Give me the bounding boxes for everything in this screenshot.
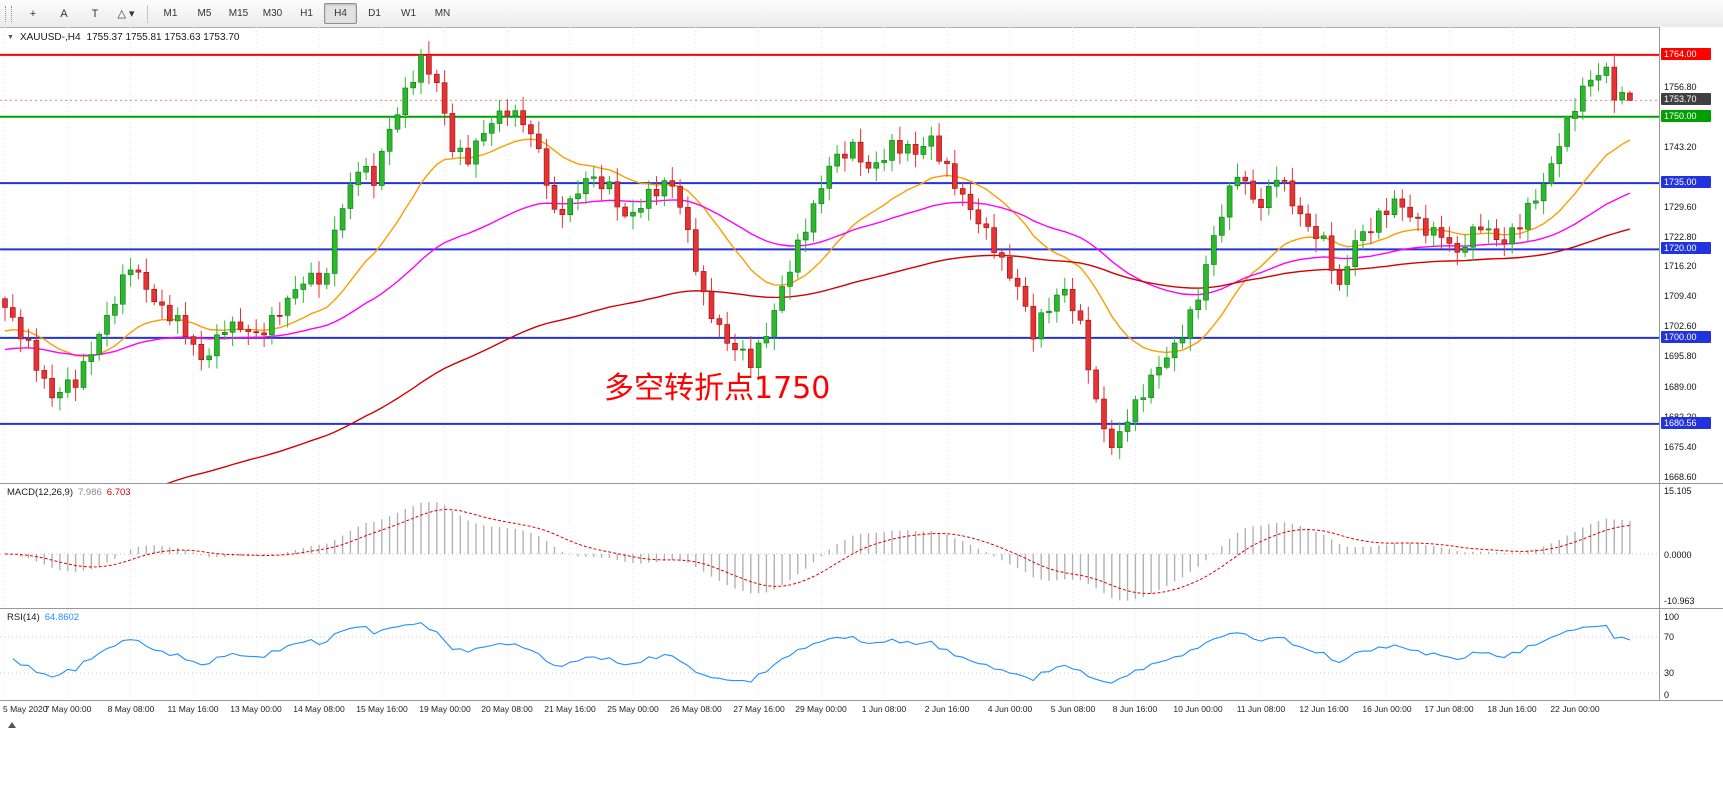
time-axis-label: 22 Jun 00:00 [1550,704,1600,714]
rsi-scale-axis[interactable]: 100 70 30 0 [1659,609,1723,700]
time-axis-label: 8 Jun 16:00 [1112,704,1158,714]
timeframe-button-w1[interactable]: W1 [401,8,416,19]
rsi-scale-100: 100 [1664,612,1680,622]
price-tick-label: 1729.60 [1664,202,1697,212]
price-axis[interactable]: 1756.80 1743.20 1729.60 1722.80 1716.20 1709.… [1659,27,1723,483]
macd-scale-axis[interactable]: 15.105 0.0000 -10.963 [1659,484,1723,608]
time-axis-label: 26 May 08:00 [670,704,722,714]
time-axis-label: 10 Jun 00:00 [1173,704,1223,714]
time-axis-label: 11 May 16:00 [167,704,219,714]
time-axis-label: 7 May 00:00 [44,704,92,714]
time-axis-label: 5 Jun 08:00 [1050,704,1096,714]
time-axis-label: 8 May 08:00 [107,704,155,714]
time-axis-label: 27 May 16:00 [733,704,785,714]
time-axis-label: 19 May 00:00 [419,704,471,714]
price-level-badge: 1680.56 [1661,417,1711,429]
macd-histogram-chart[interactable] [0,484,1659,608]
macd-scale-min: -10.963 [1664,596,1695,606]
time-axis-label: 12 Jun 16:00 [1299,704,1349,714]
rsi-scale-70: 70 [1664,632,1675,642]
time-axis-label: 18 Jun 16:00 [1487,704,1537,714]
price-tick-label: 1716.20 [1664,261,1697,271]
crosshair-tool-button[interactable]: + [29,7,37,20]
scroll-marker-icon [8,722,16,728]
time-axis-label: 1 Jun 08:00 [861,704,907,714]
text-label-tool-button[interactable]: A [60,7,68,20]
timeframe-button-d1[interactable]: D1 [368,8,381,19]
macd-scale-zero: 0.0000 [1664,550,1692,560]
time-axis-label: 13 May 00:00 [230,704,282,714]
macd-label: MACD(12,26,9) 7.986 6.703 [7,487,131,498]
chart-ohlc-values: 1755.37 1755.81 1753.63 1753.70 [86,32,240,43]
price-tick-label: 1709.40 [1664,291,1697,301]
main-chart-panel[interactable]: ▼ XAUUSD-,H4 1755.37 1755.81 1753.63 175… [0,27,1659,483]
timeframe-button-mn[interactable]: MN [434,8,451,19]
time-axis-label: 29 May 00:00 [795,704,847,714]
macd-name: MACD(12,26,9) [7,487,73,498]
price-level-badge: 1750.00 [1661,110,1711,122]
macd-value-main: 7.986 [78,487,102,498]
panel-separator[interactable] [0,608,1723,609]
price-tick-label: 1743.20 [1664,142,1697,152]
rsi-value: 64.8602 [44,612,80,623]
timeframe-button-m15[interactable]: M15 [228,8,249,19]
chart-annotation-text: 多空转折点1750 [604,371,831,406]
shapes-tool-button[interactable]: △ ▾ [117,8,135,20]
rsi-scale-0: 0 [1664,690,1670,700]
rsi-line-chart[interactable] [0,609,1659,700]
time-axis-label: 17 Jun 08:00 [1424,704,1474,714]
timeframe-button-group: M1 M5 M15 M30 H1 H4 D1 W1 MN [154,3,459,24]
time-axis-separator [0,700,1723,701]
rsi-label: RSI(14) 64.8602 [7,612,79,623]
time-axis-label: 15 May 16:00 [356,704,408,714]
price-tick-label: 1702.60 [1664,321,1697,331]
time-axis-label: 11 Jun 08:00 [1236,704,1286,714]
time-axis-label: 5 May 2020 [3,704,48,714]
price-tick-label: 1695.80 [1664,351,1697,361]
timeframe-button-m1[interactable]: M1 [163,8,178,19]
price-level-badge: 1720.00 [1661,242,1711,254]
price-tick-label: 1756.80 [1664,82,1697,92]
toolbar-tools-group: + A T △ ▾ [18,3,141,25]
chart-symbol-icon: ▼ [7,34,14,41]
panel-separator[interactable] [0,483,1723,484]
price-level-badge: 1764.00 [1661,48,1711,60]
time-axis-label: 16 Jun 00:00 [1362,704,1412,714]
toolbar-separator [147,4,148,23]
rsi-name: RSI(14) [7,612,40,623]
time-axis-label: 14 May 08:00 [293,704,345,714]
timeframe-button-m5[interactable]: M5 [197,8,212,19]
rsi-panel[interactable]: RSI(14) 64.8602 [0,609,1659,700]
timeframe-button-h1[interactable]: H1 [300,8,313,19]
toolbar: + A T △ ▾ M1 M5 M15 M30 H1 H4 D1 W1 MN [0,0,1723,28]
chart-title: ▼ XAUUSD-,H4 1755.37 1755.81 1753.63 175… [7,32,239,43]
time-axis-label: 2 Jun 16:00 [924,704,970,714]
macd-scale-max: 15.105 [1664,486,1692,496]
time-axis-label: 25 May 00:00 [607,704,659,714]
time-axis-label: 21 May 16:00 [544,704,596,714]
price-label-tool-button[interactable]: T [91,7,99,20]
price-tick-label: 1722.80 [1664,232,1697,242]
current-price-badge: 1753.70 [1661,93,1711,105]
candlestick-chart[interactable] [0,27,1659,483]
chart-symbol-label: XAUUSD-,H4 [19,32,81,43]
price-tick-label: 1675.40 [1664,442,1697,452]
macd-value-signal: 6.703 [106,487,131,498]
time-axis-label: 20 May 08:00 [481,704,533,714]
price-tick-label: 1689.00 [1664,382,1697,392]
price-tick-label: 1668.60 [1664,472,1697,482]
time-axis[interactable]: 5 May 2020 7 May 00:00 8 May 08:00 11 May 1… [0,701,1723,718]
price-level-badge: 1735.00 [1661,176,1711,188]
rsi-scale-30: 30 [1664,668,1675,678]
timeframe-button-m30[interactable]: M30 [262,8,283,19]
price-level-badge: 1700.00 [1661,331,1711,343]
timeframe-button-h4[interactable]: H4 [324,3,357,24]
toolbar-drag-handle[interactable] [5,5,12,22]
bottom-area [0,718,1723,792]
macd-panel[interactable]: MACD(12,26,9) 7.986 6.703 [0,484,1659,608]
time-axis-label: 4 Jun 00:00 [987,704,1033,714]
